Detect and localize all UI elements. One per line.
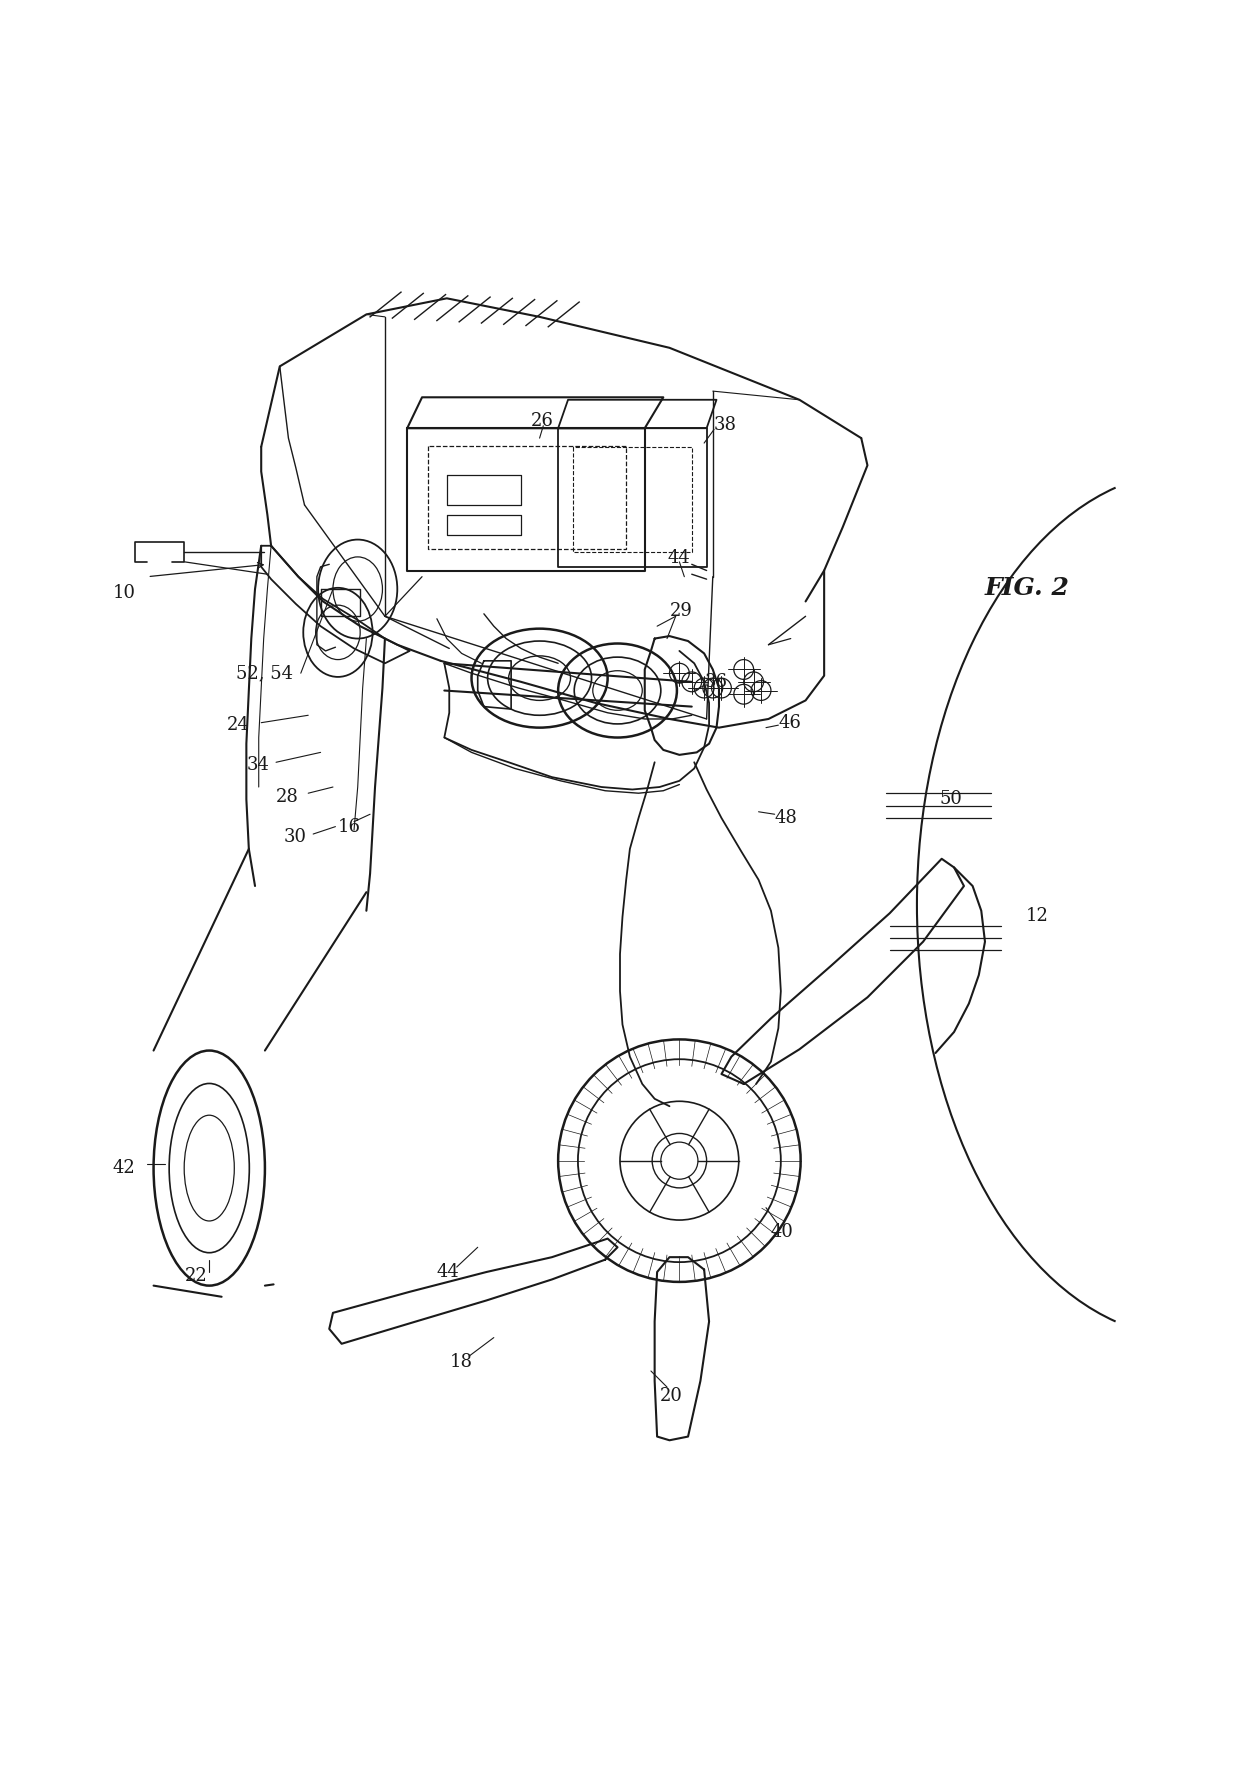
Text: 26: 26: [531, 411, 554, 431]
Text: 38: 38: [714, 415, 737, 434]
Text: 46: 46: [779, 714, 801, 732]
Text: 34: 34: [247, 755, 269, 774]
Text: 44: 44: [436, 1263, 460, 1281]
Text: 36: 36: [704, 673, 727, 691]
Text: 22: 22: [185, 1267, 207, 1285]
Text: 24: 24: [227, 716, 249, 734]
Text: 48: 48: [775, 810, 797, 828]
Text: 12: 12: [1025, 907, 1049, 925]
Text: 10: 10: [113, 583, 135, 602]
Text: FIG. 2: FIG. 2: [985, 576, 1070, 601]
Text: 20: 20: [660, 1387, 682, 1405]
Text: 40: 40: [771, 1223, 794, 1242]
Text: 30: 30: [284, 828, 306, 845]
Text: 52, 54: 52, 54: [237, 664, 294, 682]
Text: 44: 44: [667, 549, 689, 567]
Text: 28: 28: [277, 789, 299, 806]
Text: 16: 16: [339, 817, 361, 836]
Text: 50: 50: [939, 790, 962, 808]
Text: 42: 42: [113, 1159, 135, 1177]
Text: 29: 29: [670, 602, 692, 620]
Text: 18: 18: [449, 1354, 472, 1372]
